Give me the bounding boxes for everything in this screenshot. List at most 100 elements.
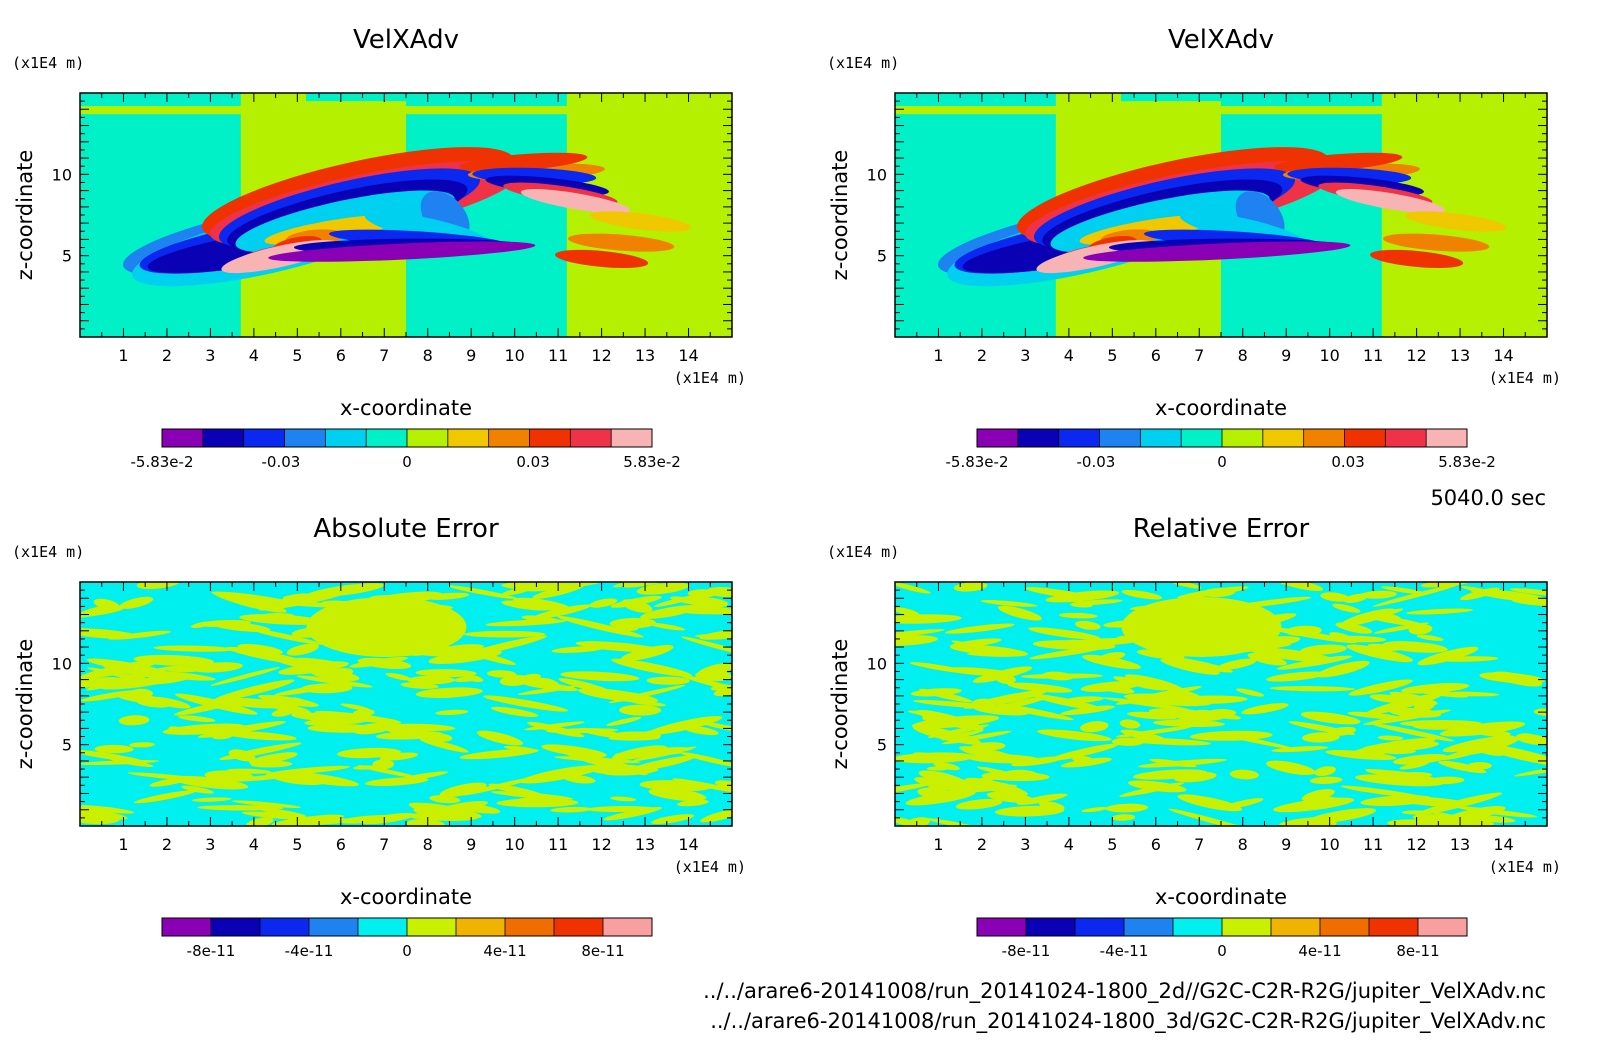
x-unit-label: (x1E4 m)	[1489, 858, 1561, 876]
y-tick-label: 5	[62, 247, 72, 266]
x-tick-label: 2	[162, 346, 172, 365]
colorbar-swatch	[611, 429, 653, 447]
heatmap-field	[80, 93, 732, 337]
panel-2: VelXAdv(x1E4 m)1 2 3 4 5 6 7 8 9 10 11 12 13 14510(x1…	[827, 25, 1561, 471]
colorbar: -5.83e-2 -0.03 0 0.03 5.83e-2	[131, 428, 681, 471]
colorbar-label: -5.83e-2	[131, 453, 194, 471]
colorbar-label: -8e-11	[1002, 942, 1051, 960]
z-unit-label: (x1E4 m)	[827, 543, 899, 561]
x-tick-label: 5	[1107, 835, 1117, 854]
x-tick-label: 5	[292, 835, 302, 854]
y-tick-label: 10	[867, 165, 887, 184]
colorbar-swatch	[284, 429, 326, 447]
x-tick-label: 3	[1020, 346, 1030, 365]
colorbar-swatch	[603, 918, 653, 936]
colorbar-swatch	[1017, 429, 1060, 447]
colorbar-swatch	[1099, 429, 1141, 447]
x-tick-label: 4	[1064, 835, 1074, 854]
x-tick-label: 2	[977, 346, 987, 365]
x-tick-label: 9	[466, 346, 476, 365]
x-tick-label: 7	[379, 835, 389, 854]
z-unit-label: (x1E4 m)	[827, 54, 899, 72]
x-tick-label: 6	[1151, 835, 1161, 854]
colorbar-label: -4e-11	[1100, 942, 1149, 960]
x-tick-label: 11	[1363, 835, 1383, 854]
x-tick-label: 3	[1020, 835, 1030, 854]
colorbar-label: -0.03	[1077, 453, 1116, 471]
y-tick-label: 5	[62, 736, 72, 755]
colorbar-swatch	[162, 429, 204, 447]
file-path-1: ../../arare6-20141008/run_20141024-1800_…	[703, 979, 1546, 1004]
colorbar-swatch	[1124, 918, 1174, 936]
x-tick-label: 14	[678, 835, 698, 854]
colorbar-swatch	[1344, 429, 1386, 447]
colorbar-swatch	[505, 918, 555, 936]
x-tick-label: 4	[249, 835, 259, 854]
x-tick-label: 11	[548, 835, 568, 854]
colorbar-label: -8e-11	[187, 942, 236, 960]
x-tick-label: 12	[591, 835, 611, 854]
x-tick-label: 2	[162, 835, 172, 854]
x-tick-label: 1	[118, 835, 128, 854]
z-unit-label: (x1E4 m)	[12, 543, 84, 561]
x-unit-label: (x1E4 m)	[674, 369, 746, 387]
colorbar-swatch	[1369, 918, 1419, 936]
colorbar-swatch	[1173, 918, 1223, 936]
x-tick-label: 12	[591, 346, 611, 365]
y-axis-label: z-coordinate	[13, 150, 37, 281]
x-tick-label: 7	[379, 346, 389, 365]
colorbar: -5.83e-2 -0.03 0 0.03 5.83e-2	[946, 428, 1496, 471]
colorbar-swatch	[1181, 429, 1223, 447]
x-axis-label: x-coordinate	[340, 396, 472, 420]
x-tick-label: 5	[292, 346, 302, 365]
x-tick-label: 10	[504, 835, 524, 854]
x-tick-label: 9	[1281, 346, 1291, 365]
panel-title: Relative Error	[1133, 514, 1310, 544]
colorbar-label: 4e-11	[1298, 942, 1341, 960]
colorbar-swatch	[1385, 429, 1427, 447]
x-tick-label: 2	[977, 835, 987, 854]
colorbar-swatch	[325, 429, 367, 447]
x-axis-label: x-coordinate	[340, 885, 472, 909]
x-tick-label: 3	[205, 835, 215, 854]
x-tick-label: 6	[336, 835, 346, 854]
panel-title: Absolute Error	[313, 514, 499, 544]
x-tick-label: 13	[635, 346, 655, 365]
colorbar-label: 4e-11	[483, 942, 526, 960]
colorbar-swatch	[1222, 918, 1272, 936]
x-tick-label: 8	[423, 346, 433, 365]
panel-title: VelXAdv	[353, 25, 459, 55]
panel-title: VelXAdv	[1168, 25, 1274, 55]
colorbar-swatch	[358, 918, 408, 936]
colorbar-swatch	[1140, 429, 1182, 447]
colorbar-swatch	[162, 918, 212, 936]
colorbar-swatch	[1426, 429, 1468, 447]
x-tick-label: 7	[1194, 835, 1204, 854]
colorbar-label: -5.83e-2	[946, 453, 1009, 471]
panel-4: Relative Error(x1E4 m)1 2 3 4 5 6 7 8 9 10 11 12 13 1…	[827, 514, 1561, 960]
colorbar-swatch	[554, 918, 604, 936]
colorbar-swatch	[1222, 429, 1264, 447]
colorbar-swatch	[1418, 918, 1468, 936]
colorbar-label: 0	[402, 942, 412, 960]
colorbar-swatch	[407, 429, 449, 447]
panel-3: Absolute Error(x1E4 m)1 2 3 4 5 6 7 8 9 10 11 12 13 1…	[12, 514, 746, 960]
x-tick-label: 8	[423, 835, 433, 854]
colorbar-swatch	[260, 918, 310, 936]
x-tick-label: 13	[1450, 835, 1470, 854]
colorbar-swatch	[488, 429, 530, 447]
x-axis-label: x-coordinate	[1155, 396, 1287, 420]
colorbar: -8e-11 -4e-11 0 4e-11 8e-11	[161, 917, 653, 960]
heatmap-field	[80, 582, 732, 826]
colorbar-swatch	[407, 918, 457, 936]
x-tick-label: 4	[1064, 346, 1074, 365]
y-tick-label: 10	[52, 654, 72, 673]
x-tick-label: 13	[1450, 346, 1470, 365]
colorbar-swatch	[366, 429, 408, 447]
x-tick-label: 8	[1238, 346, 1248, 365]
y-axis-label: z-coordinate	[13, 639, 37, 770]
colorbar-label: 0.03	[516, 453, 549, 471]
x-tick-label: 5	[1107, 346, 1117, 365]
x-tick-label: 10	[504, 346, 524, 365]
